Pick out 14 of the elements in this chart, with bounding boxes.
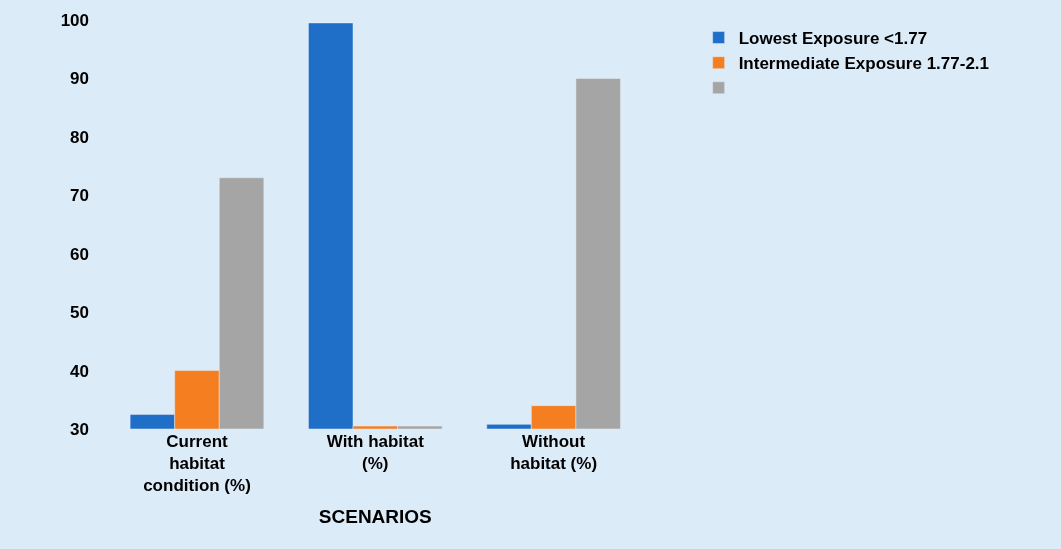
x-tick-label: Without habitat (%) [510,432,598,474]
x-tick-label: With habitat (%) [326,432,425,474]
x-axis-title: SCENARIOS [318,506,432,527]
y-tick-label: 80 [70,127,89,147]
legend-label: Intermediate Exposure 1.77-2.1 [738,54,990,74]
y-tick-label: 100 [60,10,89,30]
x-tick-label: Current habitat condition (%) [143,432,251,496]
y-tick-label: 70 [70,186,89,206]
y-tick-label: 40 [70,361,89,381]
y-tick-label: 50 [70,303,89,323]
legend-label: Lowest Exposure <1.77 [738,29,928,49]
y-tick-label: 30 [70,419,89,439]
y-tick-label: 60 [70,244,89,264]
y-tick-label: 90 [70,69,89,89]
